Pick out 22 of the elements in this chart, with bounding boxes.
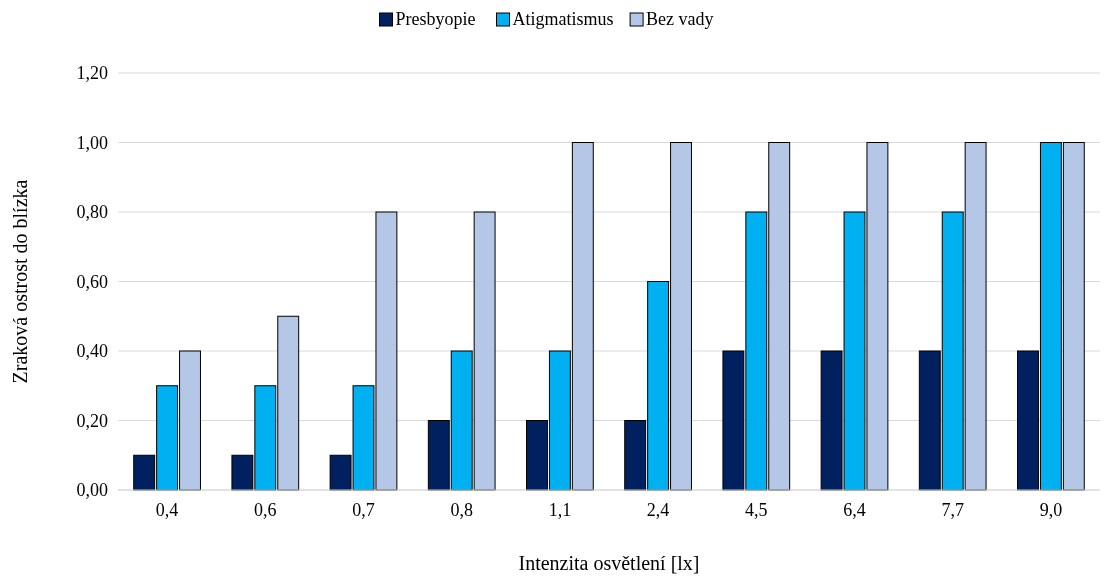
y-tick-label: 1,00 — [76, 132, 108, 153]
x-tick-label: 6,4 — [843, 500, 866, 520]
x-tick-label: 1,1 — [548, 500, 572, 520]
y-tick-label: 0,40 — [76, 341, 108, 362]
y-tick-label: 1,20 — [76, 63, 108, 84]
x-tick-label: 2,4 — [646, 500, 670, 520]
x-tick-label: 0,7 — [352, 500, 375, 520]
x-tick-label: 0,8 — [450, 500, 473, 520]
x-tick-label: 0,4 — [155, 500, 179, 520]
legend-label: Atigmatismus — [512, 9, 614, 29]
x-tick-label: 9,0 — [1039, 500, 1063, 520]
y-tick-label: 0,00 — [76, 480, 108, 501]
x-tick-label: 4,5 — [745, 500, 768, 520]
x-tick-label: 0,6 — [254, 500, 277, 520]
y-tick-label: 0,80 — [76, 202, 108, 223]
y-tick-label: 0,20 — [76, 410, 108, 431]
legend-label: Bez vady — [646, 9, 714, 29]
legend-label: Presbyopie — [395, 9, 476, 29]
y-tick-label: 0,60 — [76, 271, 108, 292]
y-axis-title: Zraková ostrost do blízka — [9, 179, 31, 384]
x-tick-label: 7,7 — [941, 500, 964, 520]
x-axis-title: Intenzita osvětlení [lx] — [518, 552, 700, 574]
